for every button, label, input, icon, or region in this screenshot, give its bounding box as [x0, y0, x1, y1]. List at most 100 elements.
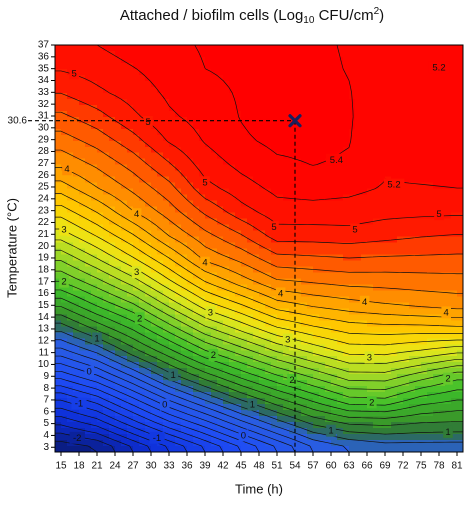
field-cell: [121, 446, 128, 453]
field-cell: [457, 350, 464, 357]
field-cell: [409, 188, 416, 196]
field-cell: [67, 446, 74, 453]
field-cell: [199, 104, 206, 112]
field-cell: [187, 410, 194, 417]
field-cell: [229, 362, 236, 369]
field-cell: [85, 416, 92, 423]
field-cell: [109, 350, 116, 357]
field-cell: [169, 134, 176, 142]
field-cell: [205, 110, 212, 118]
field-cell: [325, 92, 332, 100]
field-cell: [331, 284, 338, 291]
field-cell: [397, 386, 404, 393]
field-cell: [193, 248, 200, 256]
field-cell: [325, 344, 332, 351]
field-cell: [265, 146, 272, 154]
field-cell: [229, 98, 236, 106]
field-cell: [223, 218, 230, 226]
field-cell: [409, 428, 416, 435]
field-cell: [397, 284, 404, 291]
field-cell: [433, 380, 440, 387]
field-cell: [229, 104, 236, 112]
field-cell: [427, 278, 434, 286]
y-tick-label: 13: [38, 324, 50, 335]
field-cell: [415, 266, 422, 274]
field-cell: [97, 134, 104, 142]
field-cell: [355, 416, 362, 423]
field-cell: [145, 182, 152, 190]
field-cell: [397, 86, 404, 94]
field-cell: [175, 140, 182, 148]
field-cell: [367, 176, 374, 184]
field-cell: [409, 248, 416, 256]
field-cell: [397, 248, 404, 256]
field-cell: [391, 308, 398, 315]
field-cell: [289, 434, 296, 441]
field-cell: [121, 308, 128, 315]
field-cell: [331, 440, 338, 447]
field-cell: [79, 302, 86, 309]
field-cell: [187, 356, 194, 363]
field-cell: [421, 218, 428, 226]
field-cell: [385, 236, 392, 244]
field-cell: [175, 92, 182, 100]
field-cell: [307, 260, 314, 268]
field-cell: [337, 176, 344, 184]
field-cell: [427, 290, 434, 297]
field-cell: [271, 266, 278, 274]
field-cell: [271, 350, 278, 357]
field-cell: [229, 170, 236, 178]
field-cell: [277, 242, 284, 250]
field-cell: [307, 176, 314, 184]
field-cell: [421, 45, 428, 52]
field-cell: [247, 314, 254, 321]
field-cell: [397, 404, 404, 411]
field-cell: [163, 320, 170, 327]
field-cell: [55, 320, 62, 327]
field-cell: [325, 380, 332, 387]
field-cell: [253, 314, 260, 321]
field-cell: [457, 194, 464, 202]
field-cell: [319, 194, 326, 202]
field-cell: [181, 152, 188, 160]
field-cell: [157, 146, 164, 154]
field-cell: [211, 284, 218, 291]
field-cell: [265, 380, 272, 387]
field-cell: [379, 92, 386, 100]
field-cell: [67, 224, 74, 232]
contour-label-bg: [59, 223, 69, 236]
field-cell: [139, 404, 146, 411]
contour-line: [55, 297, 463, 413]
field-cell: [385, 194, 392, 202]
field-cell: [145, 50, 152, 58]
contour-label: 5.2: [387, 180, 400, 191]
field-cell: [211, 224, 218, 232]
contour-line: [55, 130, 463, 275]
field-cell: [385, 50, 392, 58]
field-cell: [211, 134, 218, 142]
field-cell: [349, 200, 356, 208]
field-cell: [79, 272, 86, 280]
field-cell: [403, 284, 410, 291]
field-cell: [211, 392, 218, 399]
contour-line: [55, 204, 463, 335]
field-cell: [169, 242, 176, 250]
field-cell: [295, 350, 302, 357]
field-cell: [367, 45, 374, 52]
field-cell: [301, 62, 308, 70]
field-cell: [271, 368, 278, 375]
field-cell: [103, 242, 110, 250]
field-cell: [307, 128, 314, 136]
field-cell: [139, 104, 146, 112]
field-cell: [121, 74, 128, 82]
field-cell: [355, 62, 362, 70]
field-cell: [85, 74, 92, 82]
field-cell: [397, 224, 404, 232]
field-cell: [367, 326, 374, 333]
field-cell: [235, 422, 242, 429]
field-cell: [343, 422, 350, 429]
field-cell: [115, 122, 122, 130]
field-cell: [115, 296, 122, 303]
field-cell: [367, 224, 374, 232]
field-cell: [157, 296, 164, 303]
